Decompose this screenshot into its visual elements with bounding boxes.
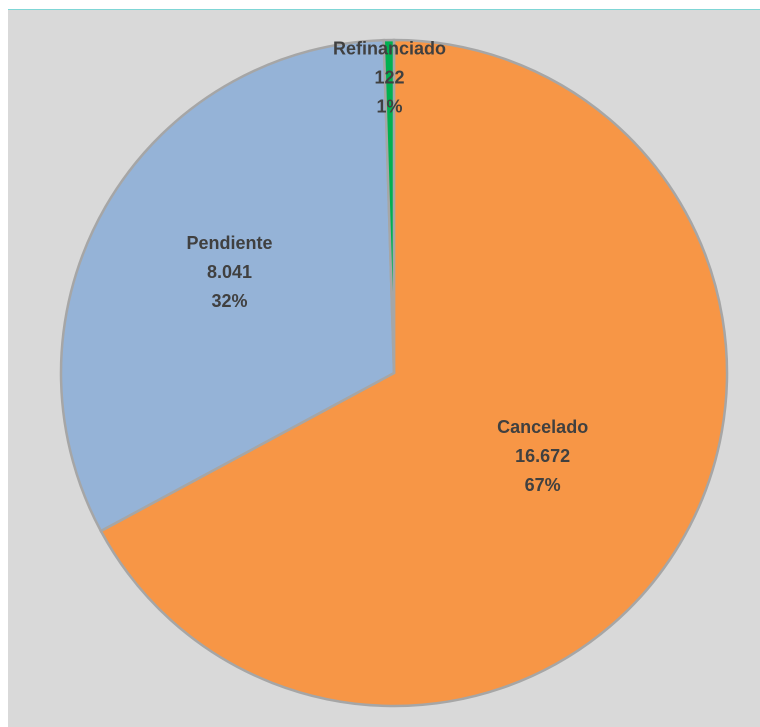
label-value: 122 bbox=[375, 67, 405, 87]
label-category-name: Cancelado bbox=[497, 417, 588, 437]
data-label-refinanciado: Refinanciado 122 1% bbox=[333, 38, 446, 116]
label-percent: 32% bbox=[212, 291, 248, 311]
label-percent: 1% bbox=[377, 96, 403, 116]
label-percent: 67% bbox=[525, 475, 561, 495]
label-category-name: Pendiente bbox=[187, 233, 273, 253]
chart-area: Cancelado 16.672 67% Pendiente 8.041 32% Refin… bbox=[8, 9, 760, 727]
data-label-pendiente: Pendiente 8.041 32% bbox=[187, 233, 273, 311]
pie-slice-pendiente bbox=[59, 38, 396, 533]
pie-slice-cancelado bbox=[99, 38, 729, 708]
label-category-name: Refinanciado bbox=[333, 38, 446, 58]
label-value: 8.041 bbox=[207, 262, 252, 282]
pie-slice-refinanciado bbox=[382, 38, 396, 374]
label-value: 16.672 bbox=[515, 446, 570, 466]
pie-chart: Cancelado 16.672 67% Pendiente 8.041 32% Refin… bbox=[59, 38, 729, 708]
pie-labels: Cancelado 16.672 67% Pendiente 8.041 32% Refin… bbox=[187, 38, 589, 494]
pie-slices bbox=[59, 38, 729, 708]
data-label-cancelado: Cancelado 16.672 67% bbox=[497, 417, 588, 495]
